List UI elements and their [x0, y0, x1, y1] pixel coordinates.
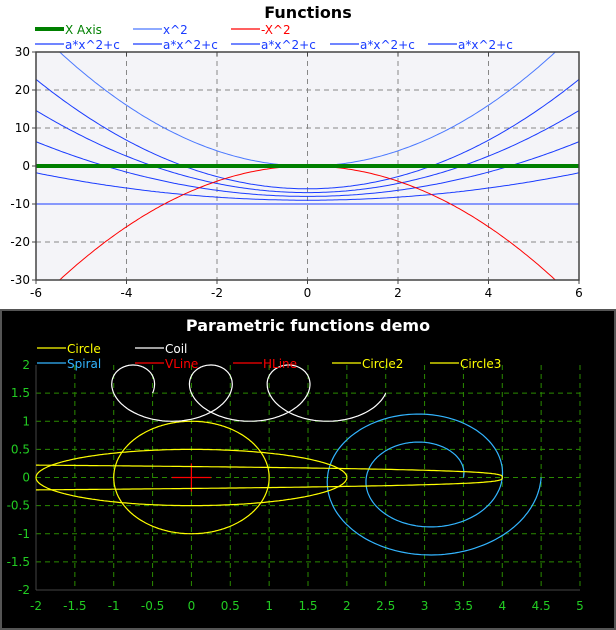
- x-tick-label: 6: [575, 286, 583, 300]
- x-tick-label: 2: [394, 286, 402, 300]
- legend-label: Spiral: [67, 357, 101, 371]
- y-tick-label: -20: [10, 235, 30, 249]
- y-tick-label: 0.5: [11, 442, 30, 456]
- series-line-a-x-2-c: [36, 141, 579, 197]
- y-tick-label: -2: [18, 583, 30, 597]
- legend-label: Circle3: [460, 357, 501, 371]
- chart-title: Functions: [264, 3, 351, 22]
- x-tick-label: -1.5: [63, 599, 86, 613]
- legend-label: -X^2: [261, 23, 291, 37]
- series-line-a-x-2-c: [36, 172, 579, 201]
- legend-label: Circle2: [362, 357, 403, 371]
- series-circle: [113, 420, 270, 535]
- legend-label: Coil: [165, 342, 187, 356]
- legend-label: HLine: [263, 357, 297, 371]
- x-tick-label: 0: [188, 599, 196, 613]
- parametric-chart-svg: Parametric functions demo -2 -1.5 -1 -0.5 0 0…: [7, 316, 584, 613]
- y-tick-label: 1: [22, 414, 30, 428]
- y-tick-label: 30: [15, 45, 30, 59]
- legend-label: a*x^2+c: [163, 38, 218, 52]
- x-tick-label: 1.5: [298, 599, 317, 613]
- x-tick-label: -2: [211, 286, 223, 300]
- x-tick-label: 4: [498, 599, 506, 613]
- series-coil: [111, 364, 387, 422]
- legend-label: Circle: [67, 342, 101, 356]
- x-tick-label: 4.5: [532, 599, 551, 613]
- y-tick-label: -0.5: [7, 499, 30, 513]
- x-tick-label: -2: [30, 599, 42, 613]
- x-tick-label: 0: [304, 286, 312, 300]
- x-tick-label: -1: [108, 599, 120, 613]
- series-line-a-x-2-c: [36, 110, 579, 194]
- legend-label: a*x^2+c: [360, 38, 415, 52]
- x-tick-label: 3: [421, 599, 429, 613]
- chart-title: Parametric functions demo: [186, 316, 430, 335]
- legend-label: a*x^2+c: [65, 38, 120, 52]
- series-circle3: [36, 464, 503, 491]
- legend-label: a*x^2+c: [458, 38, 513, 52]
- y-tick-label: -1.5: [7, 555, 30, 569]
- y-tick-label: 0: [22, 471, 30, 485]
- y-tick-label: 20: [15, 83, 30, 97]
- legend-label: VLine: [165, 357, 198, 371]
- x-tick-label: 2: [343, 599, 351, 613]
- legend-label: a*x^2+c: [261, 38, 316, 52]
- functions-chart: Functions -6 -4 -2 0 2 4 6 -30 -20 -10 0 10 20 30 X Ax…: [0, 0, 616, 309]
- series-line-a-x-2-c: [36, 79, 579, 190]
- x-tick-label: -4: [121, 286, 133, 300]
- y-tick-label: -1: [18, 527, 30, 541]
- x-tick-label: 2.5: [376, 599, 395, 613]
- legend-label: x^2: [163, 23, 188, 37]
- y-tick-label: 10: [15, 121, 30, 135]
- series-circle2: [35, 448, 348, 507]
- y-tick-label: 0: [22, 159, 30, 173]
- x-tick-label: -0.5: [141, 599, 164, 613]
- legend-label: X Axis: [65, 23, 102, 37]
- parametric-chart: Parametric functions demo -2 -1.5 -1 -0.5 0 0…: [0, 309, 616, 630]
- x-tick-label: 4: [485, 286, 493, 300]
- y-tick-label: 1.5: [11, 386, 30, 400]
- y-tick-label: -10: [10, 197, 30, 211]
- y-tick-label: -30: [10, 273, 30, 287]
- x-tick-label: 5: [576, 599, 584, 613]
- x-tick-label: 0.5: [221, 599, 240, 613]
- x-tick-label: 3.5: [454, 599, 473, 613]
- plot-frame: [35, 51, 580, 281]
- x-tick-label: -6: [30, 286, 42, 300]
- x-tick-label: 1: [265, 599, 273, 613]
- y-tick-label: 2: [22, 358, 30, 372]
